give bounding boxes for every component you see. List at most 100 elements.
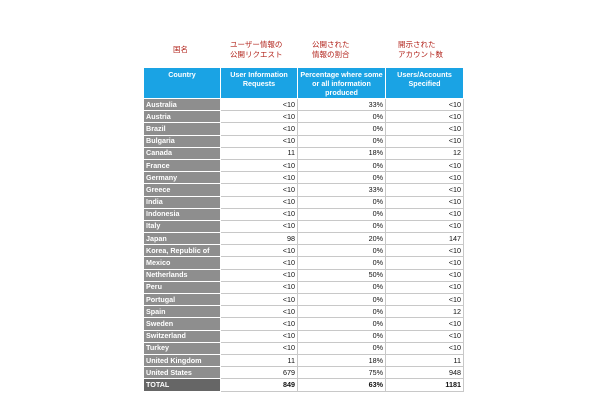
cell-users: <10 (385, 183, 464, 197)
cell-users: <10 (385, 244, 464, 258)
cell-country: Austria (143, 110, 221, 124)
cell-requests: <10 (220, 207, 298, 221)
cell-users: <10 (385, 329, 464, 343)
table-row: Switzerland <10 0% <10 (143, 329, 464, 343)
cell-percentage: 0% (297, 219, 386, 234)
table-row: Portugal <10 0% <10 (143, 292, 464, 307)
table-row: Australia <10 33% <10 (143, 97, 464, 112)
cell-requests: <10 (220, 317, 298, 331)
cell-users: <10 (385, 122, 464, 136)
cell-requests: 679 (220, 366, 298, 380)
cell-requests: <10 (220, 183, 298, 197)
table-row: Bulgaria <10 0% <10 (143, 134, 464, 148)
cell-percentage: 75% (297, 366, 386, 380)
cell-requests: 11 (220, 146, 298, 160)
header-percentage: Percentage where some or all information… (297, 67, 386, 99)
cell-percentage: 0% (297, 292, 386, 307)
cell-country: Greece (143, 183, 221, 197)
cell-country: Korea, Republic of (143, 244, 221, 258)
cell-country: TOTAL (143, 378, 221, 392)
cell-country: Netherlands (143, 268, 221, 282)
cell-users: <10 (385, 195, 464, 209)
table-row: Germany <10 0% <10 (143, 171, 464, 185)
cell-country: Australia (143, 97, 221, 112)
table-header-row: Country User Information Requests Percen… (143, 67, 464, 99)
transparency-report-table: Country User Information Requests Percen… (143, 67, 464, 392)
cell-users: <10 (385, 97, 464, 112)
cell-users: <10 (385, 219, 464, 234)
table-row: Japan 98 20% 147 (143, 232, 464, 246)
table-total-row: TOTAL 849 63% 1181 (143, 378, 464, 392)
cell-percentage: 50% (297, 268, 386, 282)
cell-requests: <10 (220, 329, 298, 343)
jp-label-percentage: 公開された 情報の割合 (312, 40, 350, 59)
cell-percentage: 0% (297, 171, 386, 185)
cell-country: Switzerland (143, 329, 221, 343)
cell-users: 11 (385, 353, 464, 368)
cell-requests: <10 (220, 134, 298, 148)
cell-users: 147 (385, 232, 464, 246)
table-row: Brazil <10 0% <10 (143, 122, 464, 136)
table-row: Austria <10 0% <10 (143, 110, 464, 124)
cell-percentage: 33% (297, 97, 386, 112)
cell-users: <10 (385, 341, 464, 355)
table-row: Sweden <10 0% <10 (143, 317, 464, 331)
cell-percentage: 0% (297, 244, 386, 258)
table-row: Mexico <10 0% <10 (143, 256, 464, 270)
cell-requests: <10 (220, 341, 298, 355)
cell-users: <10 (385, 317, 464, 331)
cell-requests: <10 (220, 158, 298, 173)
cell-percentage: 0% (297, 329, 386, 343)
cell-percentage: 0% (297, 122, 386, 136)
cell-country: Turkey (143, 341, 221, 355)
cell-users: <10 (385, 292, 464, 307)
cell-percentage: 0% (297, 158, 386, 173)
cell-requests: <10 (220, 110, 298, 124)
table-row: Korea, Republic of <10 0% <10 (143, 244, 464, 258)
cell-country: Sweden (143, 317, 221, 331)
cell-percentage: 0% (297, 195, 386, 209)
cell-requests: <10 (220, 122, 298, 136)
table-row: India <10 0% <10 (143, 195, 464, 209)
header-country: Country (143, 67, 221, 99)
cell-country: Brazil (143, 122, 221, 136)
cell-requests: 11 (220, 353, 298, 368)
table-row: United Kingdom 11 18% 11 (143, 353, 464, 368)
cell-users: <10 (385, 268, 464, 282)
cell-percentage: 18% (297, 353, 386, 368)
cell-users: 12 (385, 146, 464, 160)
cell-country: United States (143, 366, 221, 380)
cell-percentage: 0% (297, 110, 386, 124)
cell-percentage: 0% (297, 305, 386, 319)
cell-country: Peru (143, 280, 221, 295)
table-row: Peru <10 0% <10 (143, 280, 464, 295)
cell-percentage: 20% (297, 232, 386, 246)
cell-requests: <10 (220, 195, 298, 209)
cell-country: Japan (143, 232, 221, 246)
cell-users: <10 (385, 280, 464, 295)
cell-country: Bulgaria (143, 134, 221, 148)
cell-users: 12 (385, 305, 464, 319)
cell-country: India (143, 195, 221, 209)
cell-requests: <10 (220, 256, 298, 270)
jp-label-country: 国名 (173, 45, 188, 54)
cell-percentage: 0% (297, 256, 386, 270)
table-body: Australia <10 33% <10 Austria <10 0% <10 Brazil <… (143, 97, 464, 392)
cell-percentage: 0% (297, 134, 386, 148)
cell-users: <10 (385, 110, 464, 124)
cell-percentage: 18% (297, 146, 386, 160)
cell-users: <10 (385, 171, 464, 185)
cell-requests: <10 (220, 171, 298, 185)
cell-country: France (143, 158, 221, 173)
table-row: Turkey <10 0% <10 (143, 341, 464, 355)
table-row: United States 679 75% 948 (143, 366, 464, 380)
cell-percentage: 0% (297, 280, 386, 295)
cell-percentage: 33% (297, 183, 386, 197)
cell-users: <10 (385, 158, 464, 173)
cell-percentage: 0% (297, 317, 386, 331)
japanese-column-labels: 国名 ユーザー情報の 公開リクエスト 公開された 情報の割合 開示された アカウ… (0, 40, 610, 66)
jp-label-users: 開示された アカウント数 (398, 40, 443, 59)
cell-requests: <10 (220, 292, 298, 307)
cell-country: Germany (143, 171, 221, 185)
cell-requests: <10 (220, 280, 298, 295)
